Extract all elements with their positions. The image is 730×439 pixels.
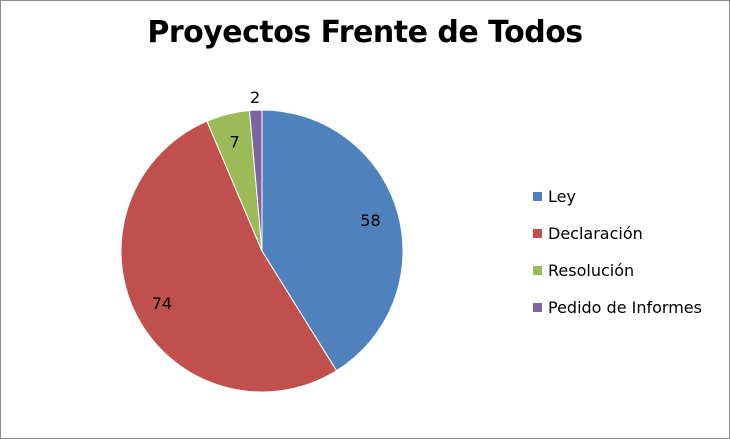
legend-swatch-0 — [533, 192, 542, 201]
legend-label-0: Ley — [548, 187, 576, 206]
data-label-2: 7 — [230, 133, 240, 152]
chart-title: Proyectos Frente de Todos — [147, 15, 583, 50]
legend-swatch-3 — [533, 303, 542, 312]
data-label-3: 2 — [250, 88, 260, 107]
legend-label-3: Pedido de Informes — [548, 298, 702, 317]
legend-label-1: Declaración — [548, 224, 643, 243]
legend-label-2: Resolución — [548, 261, 635, 280]
data-label-0: 58 — [360, 211, 380, 230]
pie-slice-1 — [120, 120, 338, 393]
legend-item-1: Declaración — [533, 221, 702, 246]
legend-item-3: Pedido de Informes — [533, 295, 702, 320]
legend: Ley Declaración Resolución Pedido de Inform… — [533, 184, 702, 332]
pie-slice-0 — [261, 109, 404, 372]
legend-swatch-1 — [533, 229, 542, 238]
data-label-1: 74 — [152, 294, 172, 313]
legend-item-2: Resolución — [533, 258, 702, 283]
pie-slice-3 — [248, 109, 263, 252]
legend-item-0: Ley — [533, 184, 702, 209]
legend-swatch-2 — [533, 266, 542, 275]
